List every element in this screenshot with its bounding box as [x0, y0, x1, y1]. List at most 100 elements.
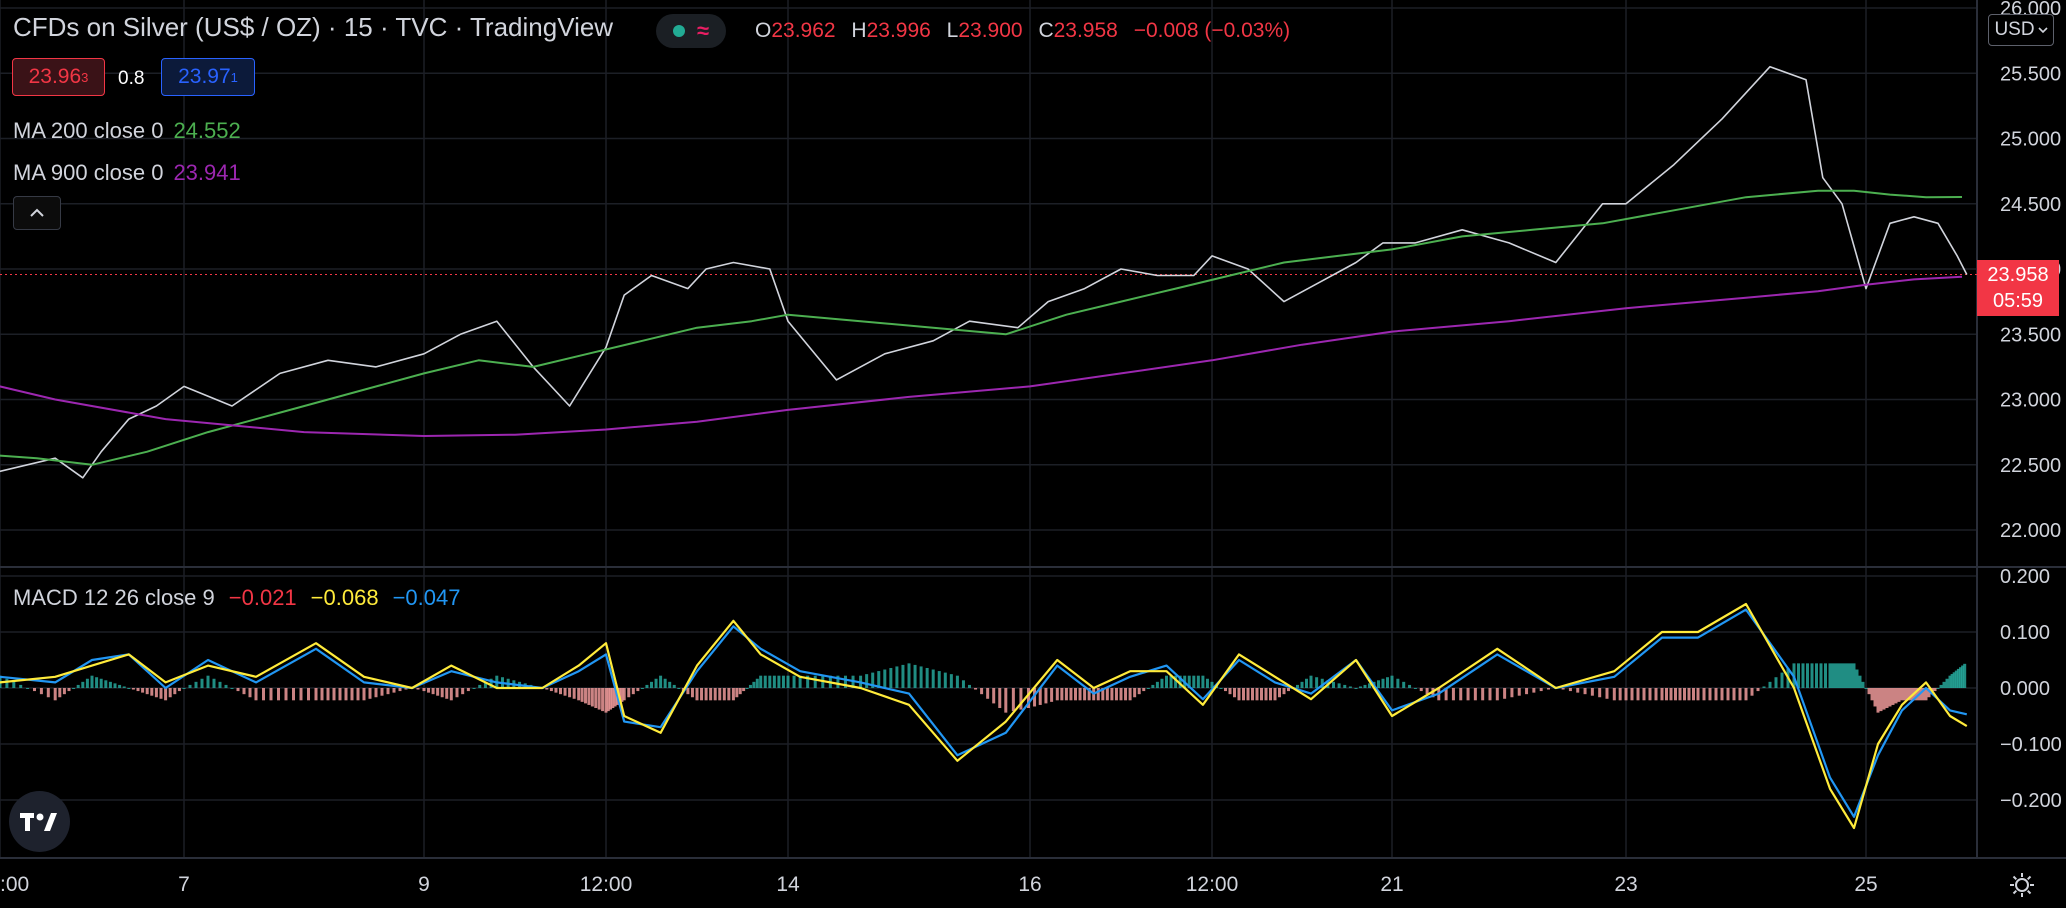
macd-hist-bar: [1882, 688, 1886, 710]
macd-hist-bar: [554, 688, 558, 693]
ma200-value: 24.552: [173, 118, 241, 143]
macd-hist-bar: [843, 675, 847, 688]
ma900-legend[interactable]: MA 900 close 0 23.941: [13, 160, 241, 186]
macd-hist-bar: [1576, 688, 1580, 693]
macd-hist-bar: [81, 681, 85, 688]
macd-hist-bar: [1945, 678, 1949, 688]
macd-hist-bar: [1381, 678, 1385, 688]
sell-button[interactable]: 23.96 3: [12, 58, 105, 96]
macd-hist-bar: [1846, 663, 1850, 688]
macd-hist-bar: [1867, 688, 1871, 695]
macd-hist-bar: [1004, 688, 1008, 713]
macd-hist-bar: [338, 688, 342, 701]
macd-hist-bar: [164, 688, 168, 701]
symbol-title[interactable]: CFDs on Silver (US$ / OZ) · 15 · TVC · T…: [13, 12, 614, 42]
macd-hist-bar: [1950, 673, 1954, 688]
macd-hist-bar: [194, 681, 198, 688]
macd-hist-value: −0.021: [228, 585, 297, 610]
macd-hist-bar: [1278, 688, 1281, 698]
macd-hist-bar: [76, 684, 80, 688]
macd-hist-bar: [1642, 688, 1646, 701]
macd-hist-bar: [1210, 681, 1214, 688]
macd-hist-bar: [1038, 688, 1042, 705]
macd-hist-bar: [563, 688, 567, 696]
macd-hist-bar: [748, 684, 752, 688]
time-tick-label: 12:00: [1186, 873, 1239, 896]
series-ma-900: [0, 275, 1963, 437]
macd-hist-bar: [871, 672, 875, 688]
macd-hist-bar: [224, 684, 228, 688]
buy-button[interactable]: 23.97 1: [161, 58, 255, 96]
macd-hist-bar: [768, 675, 772, 688]
macd-hist-bar: [722, 688, 726, 701]
price-tick-label: 24.500: [2000, 194, 2061, 216]
close-label: C: [1038, 19, 1054, 42]
ma200-legend[interactable]: MA 200 close 0 24.552: [13, 118, 241, 144]
macd-hist-bar: [755, 678, 759, 688]
chevron-up-icon: [30, 208, 44, 217]
macd-hist-bar: [731, 688, 735, 701]
macd-hist-bar: [1146, 688, 1150, 689]
ma900-label: MA 900 close 0: [13, 160, 164, 185]
macd-hist-bar: [777, 675, 781, 688]
macd-hist-bar: [738, 688, 742, 695]
macd-hist-bar: [695, 688, 699, 701]
ask-pip: 1: [230, 69, 238, 85]
time-tick-label: 16: [1018, 873, 1041, 896]
currency-selector[interactable]: USD: [1988, 14, 2054, 46]
macd-hist-bar: [931, 669, 935, 688]
macd-legend[interactable]: MACD 12 26 close 9 −0.021 −0.068 −0.047: [13, 585, 460, 611]
macd-hist-bar: [1837, 663, 1841, 688]
macd-hist-bar: [33, 688, 36, 692]
close-value: 23.958: [1053, 19, 1118, 42]
macd-hist-bar: [620, 688, 624, 702]
macd-hist-bar: [1714, 688, 1718, 701]
macd-hist-bar: [1888, 688, 1892, 707]
macd-hist-bar: [1891, 688, 1895, 705]
macd-hist-bar: [1363, 684, 1367, 688]
macd-hist-bar: [1539, 688, 1543, 692]
market-status[interactable]: ≈: [656, 14, 726, 48]
macd-hist-bar: [1343, 684, 1347, 688]
high-value: 23.996: [866, 19, 931, 42]
macd-hist-bar: [46, 688, 50, 698]
macd-hist-bar: [1517, 688, 1521, 696]
macd-hist-bar: [580, 688, 584, 702]
settings-button[interactable]: [2005, 868, 2039, 902]
macd-hist-bar: [1165, 675, 1168, 688]
macd-hist-bar: [386, 688, 390, 695]
macd-hist-bar: [1861, 681, 1865, 688]
macd-hist-bar: [1939, 684, 1943, 688]
macd-hist-bar: [1834, 663, 1838, 688]
macd-hist-bar: [1831, 663, 1835, 688]
macd-hist-bar: [1233, 688, 1236, 698]
macd-hist-bar: [455, 688, 459, 698]
tradingview-logo-icon[interactable]: [9, 791, 70, 852]
macd-hist-bar: [1451, 688, 1455, 701]
macd-hist-bar: [1309, 675, 1313, 688]
macd-hist-bar: [1687, 688, 1691, 701]
low-label: L: [946, 19, 959, 42]
time-tick-label: 23: [1614, 873, 1637, 896]
macd-hist-bar: [1315, 677, 1319, 688]
macd-hist-bar: [398, 688, 402, 692]
macd-label: MACD 12 26 close 9: [13, 585, 215, 610]
collapse-legend-button[interactable]: [13, 196, 61, 230]
macd-hist-bar: [1852, 663, 1856, 688]
macd-hist-bar: [53, 688, 57, 701]
macd-hist-bar: [1296, 684, 1299, 688]
macd-hist-bar: [427, 688, 431, 693]
macd-hist-bar: [806, 675, 810, 688]
macd-hist-bar: [466, 688, 470, 692]
macd-hist-bar: [1726, 688, 1730, 701]
macd-hist-bar: [943, 672, 947, 688]
macd-hist-bar: [356, 688, 360, 701]
macd-hist-bar: [1909, 688, 1913, 701]
macd-hist-bar: [1133, 688, 1137, 698]
macd-tick-label: −0.200: [2000, 790, 2062, 812]
macd-hist-bar: [1348, 686, 1352, 688]
macd-hist-bar: [1408, 684, 1412, 688]
macd-hist-bar: [889, 667, 893, 688]
macd-hist-bar: [631, 688, 635, 695]
